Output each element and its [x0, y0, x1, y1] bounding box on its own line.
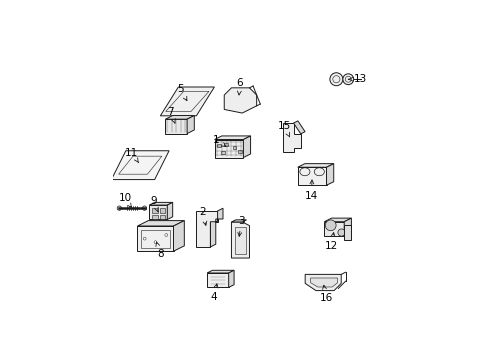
Polygon shape [231, 222, 249, 258]
Polygon shape [344, 225, 351, 240]
Bar [217, 144, 221, 147]
Text: 2: 2 [199, 207, 207, 225]
Polygon shape [298, 164, 334, 167]
Polygon shape [311, 278, 338, 287]
Text: 9: 9 [150, 196, 158, 212]
Circle shape [330, 73, 343, 86]
Polygon shape [235, 228, 246, 255]
Polygon shape [207, 270, 234, 273]
Text: 10: 10 [119, 193, 131, 207]
Circle shape [338, 229, 345, 236]
Polygon shape [167, 202, 172, 220]
Polygon shape [326, 164, 334, 185]
Polygon shape [210, 208, 223, 247]
Text: 8: 8 [156, 242, 164, 259]
Circle shape [343, 74, 354, 85]
Bar [238, 150, 242, 153]
Polygon shape [244, 136, 250, 158]
Circle shape [143, 206, 147, 210]
Polygon shape [294, 121, 305, 134]
Polygon shape [196, 211, 218, 247]
Text: 3: 3 [238, 216, 245, 236]
Polygon shape [305, 274, 341, 291]
Bar [233, 146, 237, 149]
Polygon shape [138, 221, 184, 226]
Text: 12: 12 [325, 233, 338, 251]
Polygon shape [298, 167, 326, 185]
Bar [160, 208, 166, 213]
Polygon shape [149, 205, 167, 220]
Polygon shape [166, 116, 195, 119]
Polygon shape [344, 218, 351, 236]
Polygon shape [166, 119, 187, 134]
Polygon shape [138, 226, 173, 251]
Text: 5: 5 [177, 84, 187, 100]
Bar [152, 215, 158, 219]
Bar [221, 151, 225, 154]
Text: 4: 4 [210, 284, 218, 302]
Polygon shape [111, 151, 169, 180]
Polygon shape [283, 123, 301, 152]
Polygon shape [229, 270, 234, 287]
Polygon shape [215, 140, 244, 158]
Polygon shape [215, 136, 250, 140]
Circle shape [325, 220, 336, 231]
Polygon shape [231, 220, 246, 222]
Text: 11: 11 [125, 148, 139, 163]
Text: 16: 16 [319, 285, 333, 303]
Text: 6: 6 [237, 78, 244, 95]
Text: 7: 7 [168, 108, 175, 123]
Polygon shape [160, 87, 215, 116]
Polygon shape [324, 218, 351, 222]
Text: 1: 1 [213, 135, 226, 147]
Circle shape [117, 206, 122, 210]
Polygon shape [187, 116, 195, 134]
Polygon shape [207, 273, 229, 287]
Polygon shape [224, 88, 257, 113]
Bar [224, 143, 228, 146]
Polygon shape [173, 221, 184, 251]
Bar [160, 215, 166, 219]
Text: 14: 14 [305, 180, 318, 201]
Polygon shape [324, 222, 344, 236]
Bar [141, 230, 170, 248]
Text: 15: 15 [278, 121, 291, 137]
Polygon shape [149, 202, 172, 205]
Text: 13: 13 [348, 74, 367, 84]
Bar [152, 208, 158, 213]
